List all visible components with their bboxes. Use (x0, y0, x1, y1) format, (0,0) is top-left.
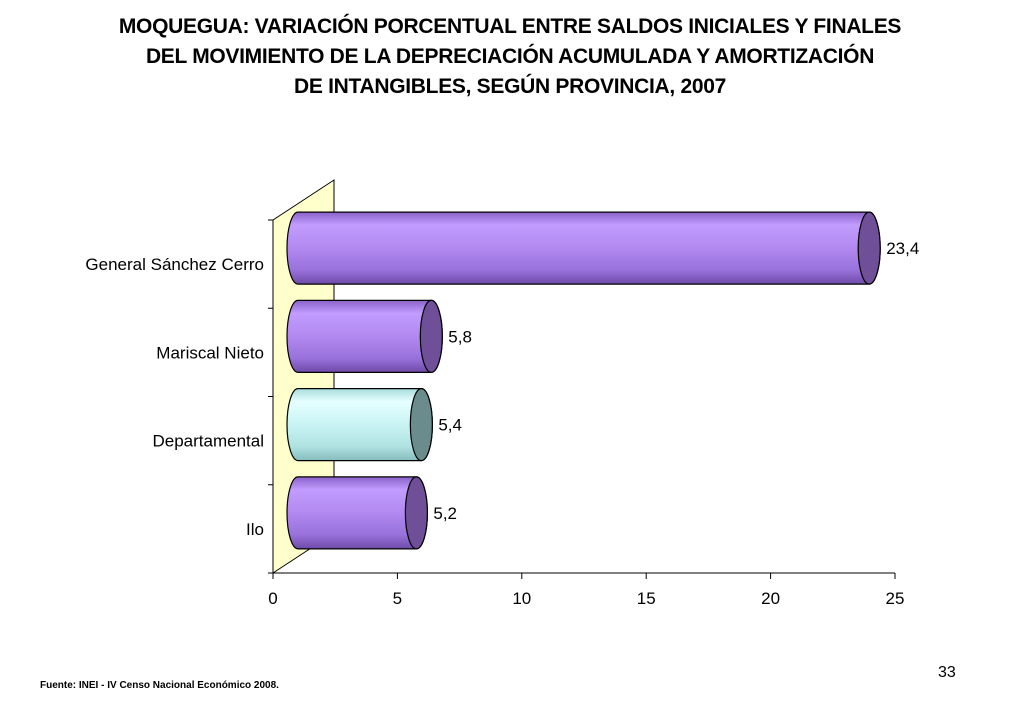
source-note: Fuente: INEI - IV Censo Nacional Económi… (40, 680, 279, 691)
category-label: Ilo (246, 520, 264, 539)
data-label: 5,4 (438, 416, 462, 435)
x-tick-label: 25 (886, 589, 905, 608)
x-tick-label: 5 (393, 589, 402, 608)
data-label: 5,2 (433, 504, 457, 523)
category-label: General Sánchez Cerro (85, 255, 264, 274)
x-tick-label: 20 (761, 589, 780, 608)
chart-title: MOQUEGUA: VARIACIÓN PORCENTUAL ENTRE SAL… (0, 12, 1020, 102)
bar (286, 299, 443, 373)
page-number: 33 (938, 664, 956, 681)
x-tick-label: 0 (268, 589, 277, 608)
data-label: 23,4 (886, 239, 919, 258)
bar-end-cap (409, 388, 433, 462)
x-tick-label: 10 (512, 589, 531, 608)
category-label: Departamental (152, 432, 264, 451)
bar-end-cap (404, 476, 428, 550)
data-label: 5,8 (448, 327, 472, 346)
title-line-1: MOQUEGUA: VARIACIÓN PORCENTUAL ENTRE SAL… (118, 15, 902, 38)
bar-end-cap (419, 299, 443, 373)
bar-end-cap (857, 211, 881, 285)
title-line-2: DEL MOVIMIENTO DE LA DEPRECIACIÓN ACUMUL… (145, 45, 875, 68)
category-label: Mariscal Nieto (156, 343, 264, 362)
x-tick-label: 15 (637, 589, 656, 608)
bar (286, 211, 881, 285)
title-line-3: DE INTANGIBLES, SEGÚN PROVINCIA, 2007 (294, 75, 726, 98)
